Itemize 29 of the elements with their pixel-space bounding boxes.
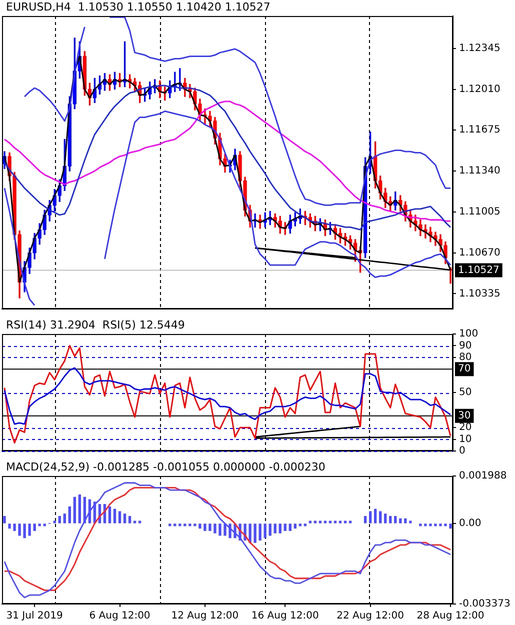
chart-title: MACD(24,52,9) -0.001285 -0.001055 0.000000 -0.000230 — [6, 460, 326, 474]
x-tick-label: 16 Aug 12:00 — [251, 610, 319, 622]
chart-title: RSI(14) 31.2904 RSI(5) 12.5449 — [6, 318, 185, 332]
y-tick-label: 1.11675 — [459, 124, 500, 136]
ref-line-label: 30 — [458, 410, 471, 422]
y-tick-label: 80 — [459, 352, 472, 363]
y-tick-label: 1.12010 — [459, 84, 500, 95]
x-tick-label: 22 Aug 12:00 — [336, 610, 404, 622]
y-tick-label: 50 — [459, 387, 472, 398]
y-tick-label: 1.10335 — [459, 288, 500, 300]
y-tick-label: 1.10670 — [459, 247, 500, 258]
x-tick-label: 28 Aug 12:00 — [416, 610, 484, 622]
x-tick-label: 6 Aug 12:00 — [89, 610, 150, 622]
y-tick-label: 1.11340 — [459, 166, 500, 177]
y-tick-label: 20 — [459, 422, 472, 434]
y-tick-label: -0.003373 — [459, 598, 510, 610]
y-tick-label: 1.11005 — [459, 206, 500, 218]
ref-line-label: 1.10527 — [458, 264, 500, 276]
x-tick-label: 31 Jul 2019 — [6, 610, 63, 622]
y-tick-label: 0.001988 — [459, 470, 507, 482]
ref-line-label: 70 — [458, 364, 471, 375]
y-tick-label: 1.12345 — [459, 42, 500, 54]
chart-title: EURUSD,H4 1.10530 1.10550 1.10420 1.10527 — [6, 0, 270, 14]
y-tick-label: 10 — [459, 434, 472, 445]
x-tick-label: 12 Aug 12:00 — [171, 610, 239, 622]
y-tick-label: 90 — [459, 340, 472, 352]
y-tick-label: 0.00 — [459, 518, 482, 530]
y-tick-label: 100 — [459, 328, 478, 340]
y-tick-label: 0 — [459, 446, 466, 457]
